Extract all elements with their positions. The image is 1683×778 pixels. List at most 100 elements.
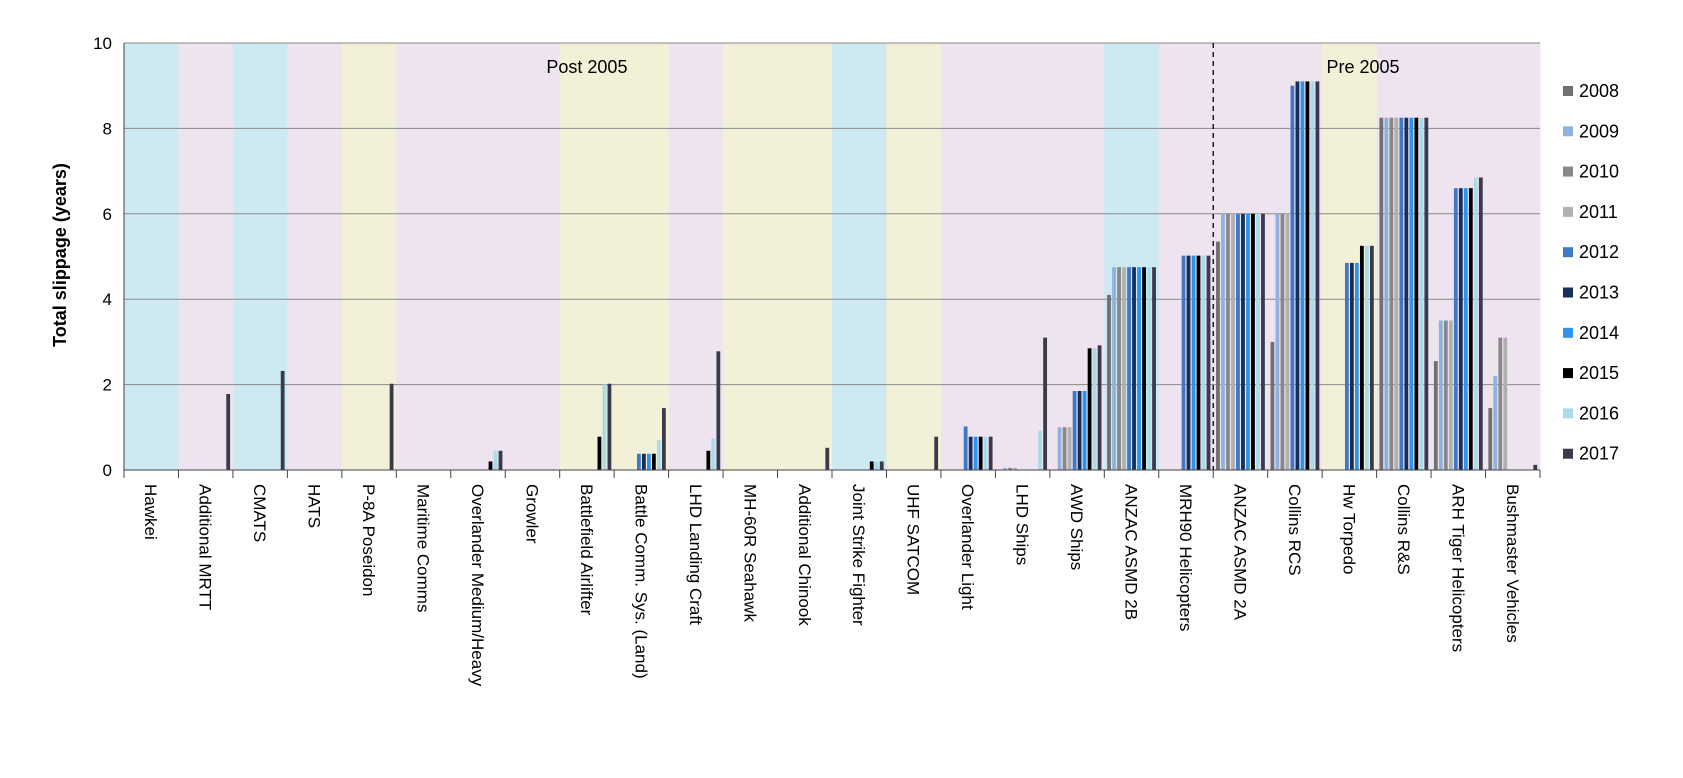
bar	[1137, 267, 1141, 470]
legend-label: 2013	[1579, 283, 1619, 303]
bar	[1107, 294, 1111, 470]
axes	[123, 43, 1541, 478]
category-label: LHD Landing Craft	[686, 484, 705, 625]
bar	[1191, 255, 1196, 470]
era-annotation: Pre 2005	[1326, 57, 1399, 77]
bar	[879, 461, 884, 470]
bar	[1473, 177, 1478, 470]
bar	[1270, 341, 1275, 470]
legend-label: 2015	[1579, 363, 1619, 383]
y-tick-label: 6	[103, 205, 112, 224]
bar	[226, 393, 231, 470]
bar	[1354, 262, 1359, 470]
era-annotation: Post 2005	[546, 57, 627, 77]
legend-label: 2017	[1579, 444, 1619, 464]
category-label: Hawkei	[141, 484, 160, 540]
category-band	[505, 43, 561, 470]
bar	[1310, 81, 1315, 471]
category-background-bands	[124, 43, 1541, 470]
bar	[1295, 81, 1300, 471]
bar	[1364, 245, 1369, 470]
bar	[1226, 213, 1230, 471]
category-band	[1049, 43, 1105, 470]
legend-swatch	[1563, 287, 1573, 298]
bar	[1478, 177, 1483, 470]
bar	[1533, 464, 1538, 470]
bar	[493, 450, 498, 470]
bar	[869, 461, 874, 470]
category-band	[232, 43, 288, 470]
bar	[1414, 117, 1419, 470]
category-band	[178, 43, 234, 470]
category-label: Maritime Comms	[414, 484, 433, 612]
legend-label: 2016	[1579, 403, 1619, 423]
legend-label: 2008	[1579, 81, 1619, 101]
legend-swatch	[1563, 327, 1573, 338]
series-2017	[226, 81, 1538, 471]
category-label: ANZAC ASMD 2B	[1122, 484, 1141, 620]
bar	[1443, 320, 1448, 470]
legend-label: 2010	[1579, 162, 1619, 182]
bar	[1453, 188, 1458, 470]
bar	[1503, 337, 1508, 470]
legend-label: 2014	[1579, 323, 1619, 343]
bar	[1008, 467, 1013, 470]
legend-swatch	[1563, 247, 1573, 258]
bar	[1448, 320, 1453, 470]
category-label: Overlander Light	[958, 484, 977, 610]
legend-swatch	[1563, 86, 1573, 96]
bar	[1142, 267, 1146, 470]
bar	[1057, 427, 1062, 470]
category-band	[886, 43, 942, 470]
y-tick-label: 0	[103, 461, 112, 480]
category-band	[1158, 43, 1214, 470]
bar	[1087, 348, 1092, 470]
series-2010	[1008, 117, 1503, 471]
bar	[1280, 213, 1285, 471]
bar	[1458, 188, 1463, 470]
bar	[597, 436, 602, 470]
bar	[1092, 348, 1097, 470]
bar	[1438, 320, 1443, 470]
series-2014	[646, 81, 1468, 471]
bar	[1216, 241, 1220, 470]
legend-swatch	[1563, 126, 1573, 137]
category-label: ARH Tiger Helicopters	[1448, 484, 1467, 652]
bar	[1498, 337, 1503, 470]
bar	[1493, 376, 1498, 470]
bar	[825, 447, 830, 470]
category-band	[124, 43, 179, 470]
bar	[1186, 255, 1191, 470]
category-label: Overlander Medium/Heavy	[468, 484, 487, 687]
bar	[1379, 117, 1384, 470]
bar	[1043, 337, 1048, 470]
y-axis-title: Total slippage (years)	[50, 163, 70, 347]
category-label: ANZAC ASMD 2A	[1230, 484, 1249, 621]
category-label: AWD Ships	[1067, 484, 1086, 570]
bar	[978, 436, 983, 470]
bar	[1077, 391, 1082, 470]
category-band	[341, 43, 397, 470]
y-tick-label: 4	[103, 290, 112, 309]
bar	[1256, 213, 1260, 471]
category-band	[832, 43, 887, 470]
category-label: UHF SATCOM	[904, 484, 923, 595]
bar	[1261, 213, 1265, 471]
series-2008	[1107, 117, 1493, 470]
y-tick-label: 2	[103, 376, 112, 395]
bar	[963, 426, 968, 470]
bar	[1181, 255, 1186, 470]
bar	[711, 437, 716, 470]
bar	[1305, 81, 1310, 471]
bar	[641, 453, 646, 470]
category-band	[450, 43, 506, 470]
series-2016	[493, 81, 1478, 471]
bar	[1062, 427, 1067, 470]
series-2013	[641, 81, 1463, 471]
series-2012	[636, 85, 1458, 471]
bar	[1394, 117, 1399, 470]
category-label: Growler	[522, 484, 541, 544]
bar	[716, 351, 721, 470]
bar	[1251, 213, 1255, 471]
